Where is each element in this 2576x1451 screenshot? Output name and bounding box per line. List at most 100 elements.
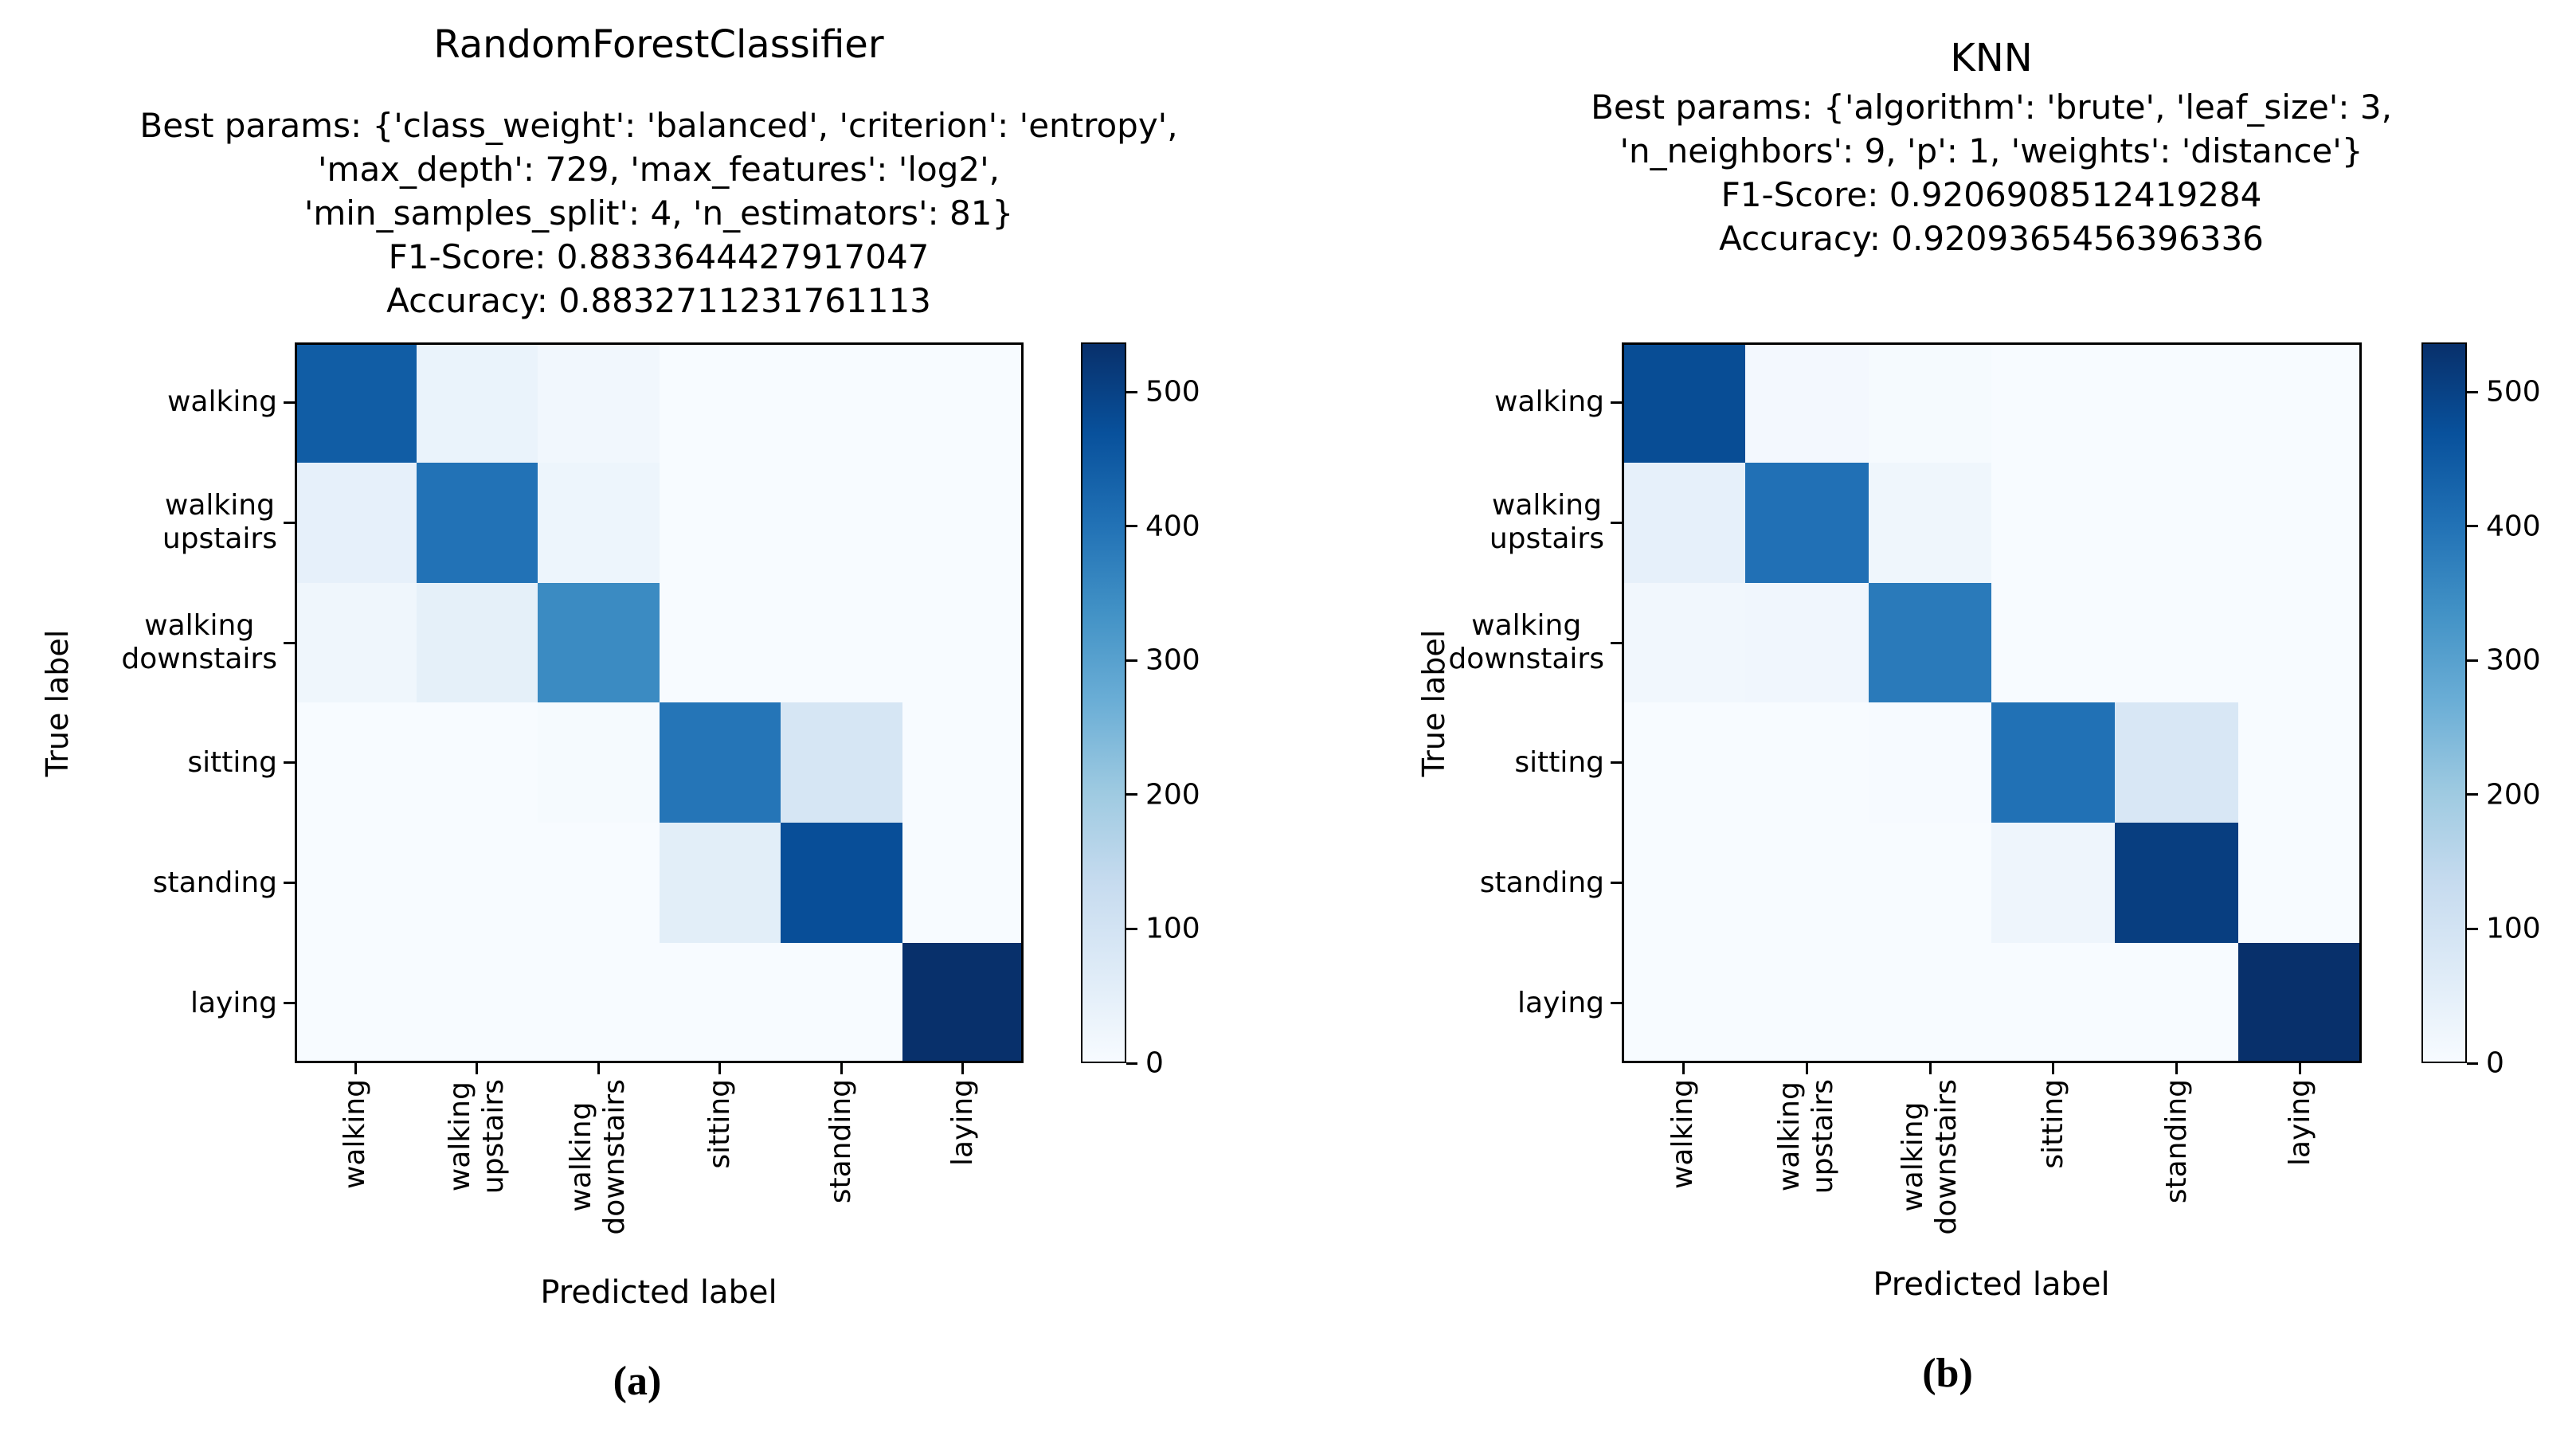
colorbar-tick	[1126, 390, 1137, 393]
y-tick	[1611, 521, 1622, 524]
y-tick-label-text: walking upstairs	[1489, 489, 1604, 556]
heatmap-cell	[1868, 943, 1992, 1063]
heatmap-cell	[1868, 582, 1992, 703]
heatmap-cell	[2115, 462, 2239, 583]
x-tick-label: sitting	[703, 1079, 736, 1169]
heatmap-cell	[295, 462, 417, 583]
heatmap-cell	[1868, 462, 1992, 583]
header-line: Accuracy: 0.9209365456396336	[1719, 219, 2264, 258]
subfigure-caption: (b)	[1922, 1351, 1973, 1396]
y-tick-label-text: laying	[190, 986, 277, 1019]
x-tick-label: sitting	[2036, 1079, 2069, 1169]
heatmap-cell	[2238, 823, 2362, 944]
x-tick	[961, 1063, 965, 1074]
colorbar	[2421, 342, 2467, 1063]
colorbar-tick-label: 0	[1145, 1046, 1164, 1080]
x-tick-label: walking downstairs	[565, 1079, 632, 1235]
y-tick-label: walking upstairs	[0, 489, 277, 556]
y-tick-label: walking	[0, 385, 1604, 419]
heatmap-cell	[416, 702, 538, 823]
heatmap-cell	[1991, 342, 2116, 463]
header-line: 'max_depth': 729, 'max_features': 'log2'…	[317, 150, 1000, 189]
heatmap-cell	[1622, 943, 1745, 1063]
heatmap-cell	[538, 342, 660, 463]
colorbar-tick-label: 100	[1145, 912, 1200, 945]
y-tick-label: walking downstairs	[0, 609, 277, 676]
y-tick-label-text: walking upstairs	[162, 489, 277, 556]
heatmap-cell	[416, 823, 538, 944]
heatmap-cell	[1622, 702, 1745, 823]
x-tick	[1928, 1063, 1932, 1074]
chart-title: KNN	[1950, 36, 2033, 80]
heatmap-cell	[1622, 823, 1745, 944]
y-tick-label-text: standing	[1479, 866, 1604, 899]
colorbar-tick-label: 200	[2486, 778, 2541, 812]
heatmap-cell	[1991, 462, 2116, 583]
y-tick-label: standing	[0, 866, 1604, 900]
heatmap-cell	[781, 943, 902, 1063]
heatmap-cell	[659, 823, 781, 944]
heatmap-cell	[538, 702, 660, 823]
colorbar-tick	[1126, 659, 1137, 662]
x-tick-label: walking	[1666, 1079, 1700, 1190]
y-tick	[1611, 882, 1622, 885]
heatmap-cell	[902, 943, 1024, 1063]
heatmap-cell	[295, 823, 417, 944]
colorbar-tick-label: 500	[1145, 375, 1200, 409]
y-tick-label: laying	[0, 987, 277, 1020]
heatmap-cell	[659, 702, 781, 823]
heatmap-cell	[295, 702, 417, 823]
y-tick-label-text: standing	[152, 866, 277, 899]
x-tick	[718, 1063, 722, 1074]
heatmap-cell	[2115, 943, 2239, 1063]
heatmap-cell	[2238, 462, 2362, 583]
heatmap-cell	[902, 462, 1024, 583]
x-tick	[2175, 1063, 2179, 1074]
y-tick	[284, 761, 295, 765]
colorbar-tick-label: 100	[2486, 912, 2541, 945]
x-tick-label: walking downstairs	[1897, 1079, 1963, 1235]
heatmap-cell	[902, 702, 1024, 823]
x-tick-label: standing	[824, 1079, 858, 1204]
y-tick-label: laying	[0, 987, 1604, 1020]
x-tick	[840, 1063, 843, 1074]
heatmap-cell	[2238, 943, 2362, 1063]
colorbar-tick-label: 300	[2486, 643, 2541, 677]
x-tick	[476, 1063, 479, 1074]
heatmap-cell	[902, 582, 1024, 703]
y-tick-label: walking	[0, 385, 277, 419]
y-tick	[1611, 401, 1622, 404]
heatmap-cell	[416, 342, 538, 463]
x-axis-label: Predicted label	[1873, 1266, 2110, 1303]
y-tick-label-text: walking downstairs	[121, 609, 277, 676]
x-tick	[354, 1063, 357, 1074]
x-tick-label: walking upstairs	[1773, 1079, 1840, 1195]
heatmap-cell	[1744, 582, 1869, 703]
heatmap-cell	[416, 943, 538, 1063]
heatmap-cell	[2238, 702, 2362, 823]
x-tick	[2052, 1063, 2055, 1074]
y-tick	[1611, 761, 1622, 765]
heatmap-cell	[416, 582, 538, 703]
heatmap-cell	[781, 582, 902, 703]
heatmap-cell	[781, 342, 902, 463]
heatmap-cell	[659, 462, 781, 583]
x-tick-label: walking	[339, 1079, 372, 1190]
colorbar-tick-label: 500	[2486, 375, 2541, 409]
heatmap-cell	[1991, 702, 2116, 823]
colorbar-tick-label: 300	[1145, 643, 1200, 677]
x-tick-label: walking upstairs	[443, 1079, 510, 1195]
y-tick-label: walking upstairs	[0, 489, 1604, 556]
x-tick	[1681, 1063, 1685, 1074]
y-tick-label-text: walking downstairs	[1448, 609, 1604, 676]
y-tick-label: walking downstairs	[0, 609, 1604, 676]
colorbar-tick	[2467, 927, 2478, 930]
y-tick	[1611, 641, 1622, 644]
colorbar-tick	[1126, 927, 1137, 930]
y-tick-label: standing	[0, 866, 277, 900]
heatmap-cell	[659, 943, 781, 1063]
x-axis-label: Predicted label	[540, 1274, 777, 1311]
heatmap-cell	[295, 342, 417, 463]
header-line: 'min_samples_split': 4, 'n_estimators': …	[303, 194, 1014, 233]
heatmap-cell	[1744, 943, 1869, 1063]
